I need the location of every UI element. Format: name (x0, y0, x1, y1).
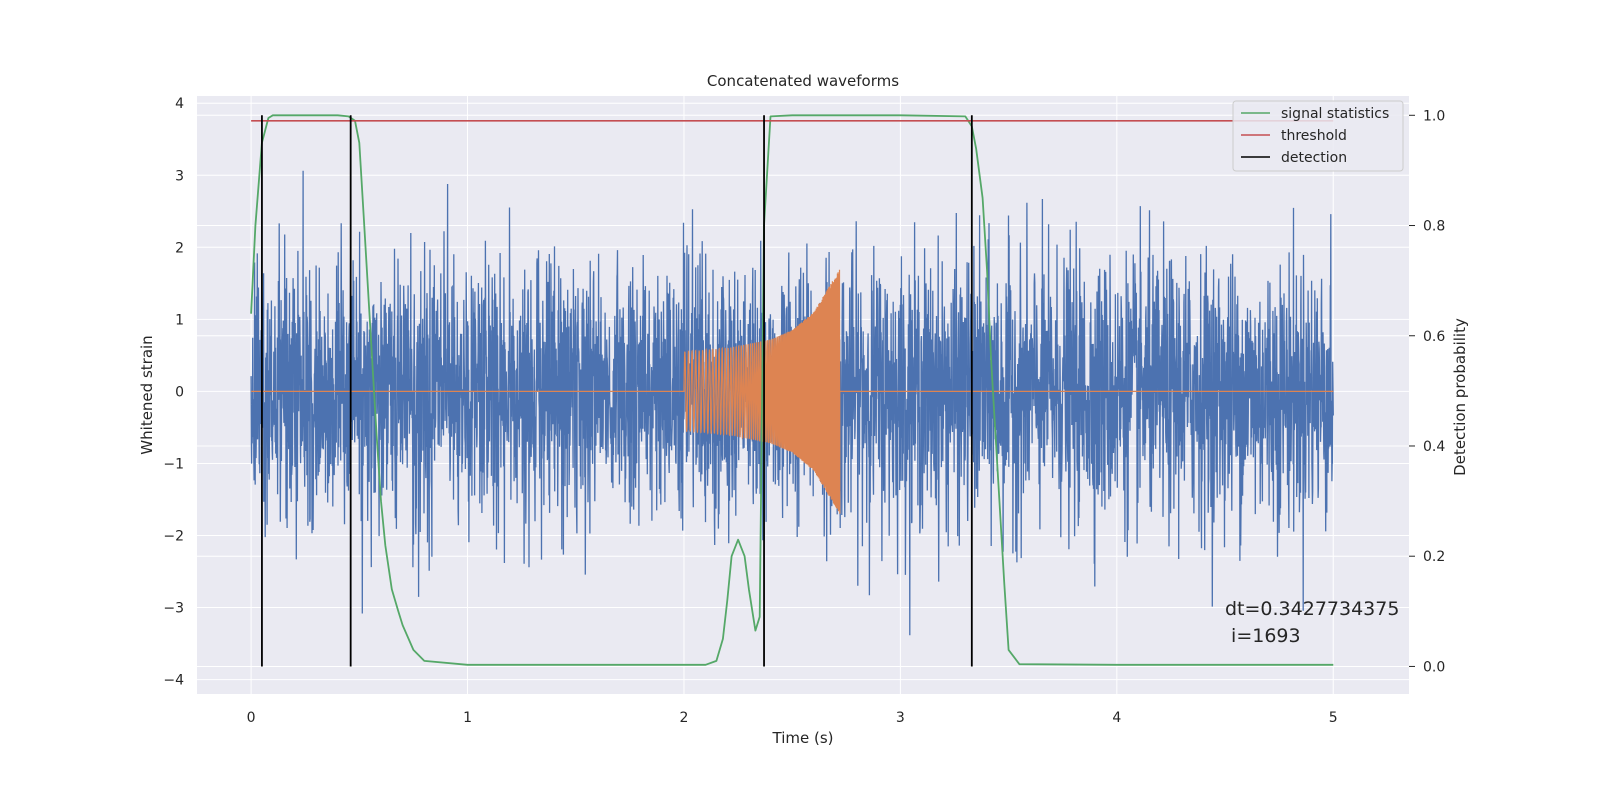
y-tick-label: 1 (175, 312, 184, 328)
y2-tick-label: 0.2 (1423, 549, 1445, 565)
legend: signal statistics threshold detection (1232, 100, 1404, 172)
x-tick-label: 0 (247, 710, 256, 726)
y-axis-label: Whitened strain (138, 335, 156, 454)
y2-axis-label: Detection probability (1451, 318, 1469, 476)
legend-label-threshold: threshold (1281, 128, 1347, 144)
y2-tick-label: 0.8 (1423, 219, 1445, 235)
y2-ticks: 0.0 0.2 0.4 0.6 0.8 1.0 (1409, 108, 1445, 675)
annotation-index: i=1693 (1225, 625, 1301, 647)
x-tick-label: 2 (680, 710, 689, 726)
y2-tick-label: 1.0 (1423, 108, 1445, 124)
x-tick-label: 1 (463, 710, 472, 726)
y-tick-label: 0 (175, 384, 184, 400)
y-tick-label: 3 (175, 168, 184, 184)
legend-label-signal-statistics: signal statistics (1281, 106, 1389, 122)
series-signal-statistics (250, 114, 1334, 666)
y-tick-label: −1 (163, 456, 184, 472)
y2-tick-label: 0.4 (1423, 439, 1445, 455)
y-tick-label: −3 (163, 601, 184, 617)
x-tick-label: 3 (896, 710, 905, 726)
series-layer (250, 114, 1334, 667)
chart-title: Concatenated waveforms (707, 72, 899, 90)
x-ticks: 0 1 2 3 4 5 (247, 710, 1338, 726)
legend-label-detection: detection (1281, 150, 1347, 166)
x-tick-label: 4 (1112, 710, 1121, 726)
y-tick-label: −4 (163, 673, 184, 689)
annotation-dt: dt=0.3427734375 (1225, 598, 1399, 620)
x-tick-label: 5 (1329, 710, 1338, 726)
y-ticks: −4 −3 −2 −1 0 1 2 3 4 (163, 96, 184, 688)
y2-tick-label: 0.0 (1423, 659, 1445, 675)
y2-tick-label: 0.6 (1423, 329, 1445, 345)
y-tick-label: 2 (175, 240, 184, 256)
legend-box (1232, 100, 1404, 172)
y-tick-label: −2 (163, 528, 184, 544)
x-axis-label: Time (s) (772, 729, 834, 747)
y-tick-label: 4 (175, 96, 184, 112)
